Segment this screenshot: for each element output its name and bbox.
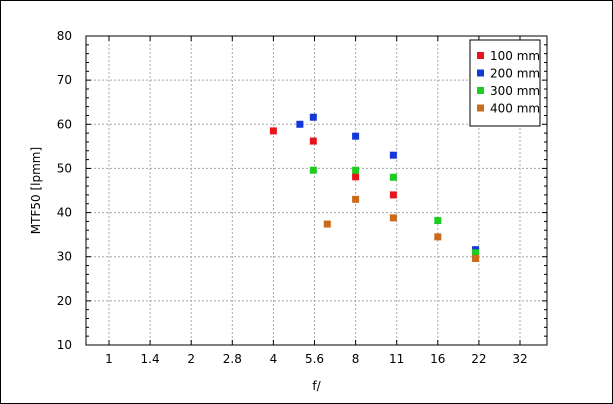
y-tick-label: 60	[57, 117, 72, 131]
y-tick-label: 50	[57, 161, 72, 175]
data-point-300-mm	[434, 217, 442, 225]
legend-swatch	[477, 87, 484, 94]
x-tick-label: 32	[512, 352, 527, 366]
x-tick-label: 2	[187, 352, 195, 366]
y-tick-label: 20	[57, 294, 72, 308]
y-tick-label: 40	[57, 206, 72, 220]
x-tick-label: 22	[471, 352, 486, 366]
legend-swatch	[477, 104, 484, 112]
legend-label: 400 mm	[490, 102, 540, 116]
legend-swatch	[477, 52, 484, 59]
data-point-400-mm	[472, 254, 480, 262]
data-point-200-mm	[296, 120, 304, 128]
legend-label: 300 mm	[490, 84, 540, 98]
x-tick-label: 11	[389, 352, 404, 366]
data-point-400-mm	[434, 233, 442, 241]
data-point-100-mm	[309, 137, 317, 145]
legend-label: 100 mm	[490, 49, 540, 63]
data-point-300-mm	[309, 166, 317, 174]
data-point-300-mm	[389, 173, 397, 181]
data-point-200-mm	[309, 113, 317, 121]
x-tick-label: 1	[105, 352, 113, 366]
data-point-400-mm	[323, 220, 331, 228]
legend-swatch	[477, 69, 484, 77]
x-tick-label: 8	[352, 352, 360, 366]
y-tick-label: 10	[57, 338, 72, 352]
legend-label: 200 mm	[490, 67, 540, 81]
x-tick-label: 1.4	[141, 352, 160, 366]
data-point-100-mm	[352, 173, 360, 181]
x-tick-label: 5.6	[305, 352, 324, 366]
data-point-300-mm	[352, 166, 360, 174]
data-point-300-mm	[472, 249, 480, 257]
plot-border	[85, 35, 548, 346]
y-tick-label: 70	[57, 73, 72, 87]
data-point-200-mm	[352, 132, 360, 140]
y-tick-label: 30	[57, 250, 72, 264]
data-point-400-mm	[352, 195, 360, 203]
x-tick-label: 2.8	[223, 352, 242, 366]
y-axis-title: MTF50 [lpmm]	[29, 147, 43, 234]
y-tick-label: 80	[57, 29, 72, 43]
x-tick-label: 16	[430, 352, 445, 366]
data-point-100-mm	[269, 127, 277, 135]
x-axis-title: f/	[312, 379, 321, 393]
data-point-400-mm	[389, 214, 397, 222]
x-tick-label: 4	[270, 352, 278, 366]
data-point-200-mm	[389, 151, 397, 159]
data-point-100-mm	[389, 191, 397, 199]
